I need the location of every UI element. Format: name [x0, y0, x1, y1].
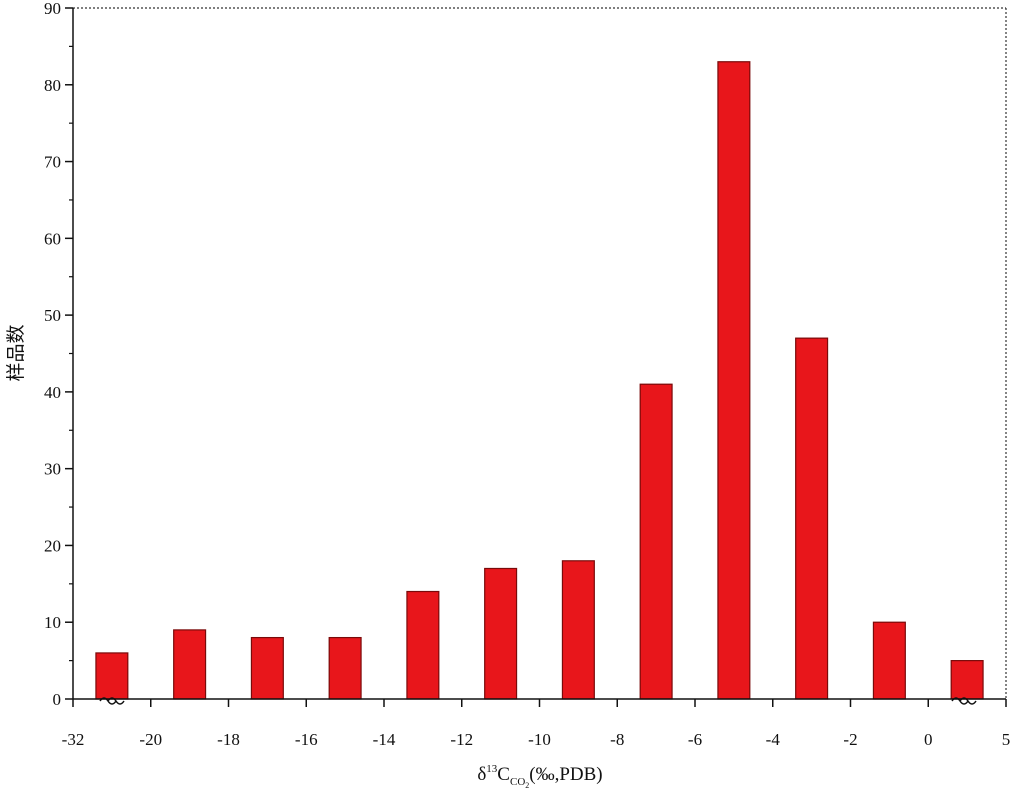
y-tick-label: 40: [44, 383, 61, 402]
x-tick-label: -6: [688, 730, 702, 749]
x-tick-label: -10: [528, 730, 551, 749]
bar: [173, 629, 207, 700]
bar: [950, 660, 984, 700]
bar: [561, 560, 595, 700]
y-tick-label: 60: [44, 229, 61, 248]
x-tick-label: -16: [295, 730, 318, 749]
y-tick-label: 10: [44, 613, 61, 632]
y-tick-label: 80: [44, 76, 61, 95]
x-label-part: (‰,PDB): [529, 764, 602, 785]
bar: [639, 383, 673, 700]
x-label-part: δ: [477, 764, 486, 785]
x-label-part: CO: [510, 776, 525, 788]
x-tick-label: -18: [217, 730, 240, 749]
bar: [328, 636, 362, 700]
x-tick-label: -8: [610, 730, 624, 749]
x-tick-label: -32: [62, 730, 85, 749]
y-tick-label: 20: [44, 536, 61, 555]
axis-break: [99, 697, 125, 705]
y-axis-label: 样品数: [5, 324, 27, 381]
x-tick-label: -12: [450, 730, 473, 749]
x-tick-label: 5: [1002, 730, 1011, 749]
y-tick-label: 50: [44, 306, 61, 325]
bar: [95, 652, 129, 700]
bar: [872, 621, 906, 700]
x-tick-label: -2: [843, 730, 857, 749]
x-label-part: C: [497, 764, 510, 785]
x-axis-label: δ13CCO2(‰,PDB): [477, 763, 602, 790]
y-tick-label: 30: [44, 460, 61, 479]
axis-break: [951, 697, 977, 705]
y-tick-label: 0: [53, 690, 62, 709]
bar: [250, 636, 284, 700]
x-label-part: 2: [525, 781, 529, 790]
x-tick-label: -20: [139, 730, 162, 749]
x-tick-label: -4: [766, 730, 781, 749]
y-tick-label: 70: [44, 153, 61, 172]
bar: [795, 337, 829, 700]
x-tick-label: 0: [924, 730, 933, 749]
bar: [717, 61, 751, 700]
bar: [484, 567, 518, 700]
bar: [406, 590, 440, 700]
x-tick-label: -14: [373, 730, 396, 749]
x-label-part: 13: [486, 763, 498, 775]
plot: [95, 61, 984, 700]
y-tick-label: 90: [44, 0, 61, 18]
